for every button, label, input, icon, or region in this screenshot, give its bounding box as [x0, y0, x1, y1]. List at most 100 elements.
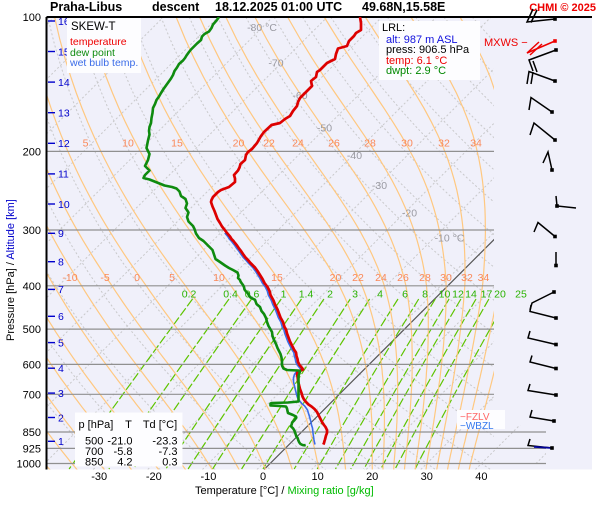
svg-text:100: 100 — [23, 12, 41, 24]
svg-text:−WBZL: −WBZL — [460, 421, 494, 432]
svg-text:6: 6 — [402, 289, 408, 301]
svg-text:Pressure [hPa] / Altitude [k: Pressure [hPa] / Altitude [km] — [5, 199, 17, 341]
svg-text:CHMI © 2025: CHMI © 2025 — [529, 2, 596, 14]
svg-text:-5: -5 — [100, 272, 109, 284]
svg-text:-70: -70 — [268, 58, 283, 70]
svg-text:6: 6 — [58, 311, 64, 323]
svg-text:3: 3 — [352, 289, 358, 301]
svg-text:34: 34 — [478, 272, 490, 284]
svg-text:2: 2 — [327, 289, 333, 301]
svg-text:11: 11 — [58, 169, 69, 181]
svg-text:4.2: 4.2 — [117, 457, 132, 469]
svg-text:49.68N,15.58E: 49.68N,15.58E — [362, 0, 445, 14]
svg-text:7: 7 — [58, 284, 64, 296]
svg-text:200: 200 — [23, 146, 41, 158]
svg-text:9: 9 — [58, 228, 64, 240]
svg-text:17: 17 — [481, 289, 493, 301]
svg-text:14: 14 — [58, 77, 70, 89]
svg-text:-10: -10 — [200, 471, 216, 483]
svg-text:Td [°C]: Td [°C] — [143, 419, 177, 431]
svg-text:4: 4 — [377, 289, 383, 301]
svg-text:−FZLV: −FZLV — [460, 412, 490, 423]
svg-text:32: 32 — [461, 272, 473, 284]
svg-text:28: 28 — [364, 138, 376, 150]
svg-text:22: 22 — [352, 272, 364, 284]
svg-text:20: 20 — [494, 289, 506, 301]
svg-text:14: 14 — [465, 289, 477, 301]
svg-text:10: 10 — [122, 138, 134, 150]
svg-text:28: 28 — [419, 272, 431, 284]
svg-text:24: 24 — [375, 272, 387, 284]
svg-text:Praha-Libus: Praha-Libus — [50, 0, 122, 14]
svg-text:5: 5 — [58, 337, 64, 349]
svg-text:-40: -40 — [347, 150, 362, 162]
svg-text:alt: 987 m ASL: alt: 987 m ASL — [386, 34, 458, 46]
svg-text:30: 30 — [421, 471, 433, 483]
svg-text:descent: descent — [152, 0, 200, 14]
svg-text:5: 5 — [83, 138, 89, 150]
svg-text:30: 30 — [440, 272, 452, 284]
svg-text:1: 1 — [281, 289, 287, 301]
svg-text:press: 906.5 hPa: press: 906.5 hPa — [386, 44, 470, 56]
svg-text:10: 10 — [58, 199, 70, 211]
svg-text:16: 16 — [58, 16, 70, 28]
svg-text:26: 26 — [397, 272, 409, 284]
svg-text:12: 12 — [452, 289, 464, 301]
svg-text:10: 10 — [213, 272, 225, 284]
svg-text:1.4: 1.4 — [299, 289, 314, 301]
svg-text:0.4: 0.4 — [223, 289, 238, 301]
svg-text:-5.8: -5.8 — [114, 446, 133, 458]
svg-text:5: 5 — [169, 272, 175, 284]
svg-text:32: 32 — [438, 138, 450, 150]
svg-text:-50: -50 — [317, 123, 332, 135]
svg-text:22: 22 — [263, 138, 275, 150]
svg-text:LRL:: LRL: — [382, 22, 405, 34]
svg-text:-23.3: -23.3 — [152, 436, 177, 448]
svg-text:3: 3 — [58, 388, 64, 400]
svg-text:20: 20 — [330, 272, 342, 284]
svg-text:26: 26 — [328, 138, 340, 150]
svg-text:T: T — [125, 419, 132, 431]
svg-text:-20: -20 — [146, 471, 162, 483]
svg-text:34: 34 — [470, 138, 482, 150]
svg-text:wet bulb temp.: wet bulb temp. — [69, 57, 138, 69]
svg-text:20: 20 — [233, 138, 245, 150]
svg-text:temperature: temperature — [70, 36, 127, 48]
svg-text:temp: 6.1 °C: temp: 6.1 °C — [386, 55, 447, 67]
svg-text:-30: -30 — [372, 180, 387, 192]
svg-text:40: 40 — [475, 471, 487, 483]
svg-text:1: 1 — [58, 436, 64, 448]
svg-text:600: 600 — [23, 359, 41, 371]
svg-text:2: 2 — [58, 412, 64, 424]
svg-text:-80 °C: -80 °C — [247, 22, 277, 34]
svg-text:SKEW-T: SKEW-T — [71, 21, 116, 33]
svg-text:30: 30 — [401, 138, 413, 150]
svg-text:700: 700 — [85, 446, 103, 458]
svg-text:12: 12 — [58, 138, 70, 150]
svg-text:500: 500 — [23, 324, 41, 336]
svg-text:24: 24 — [292, 138, 304, 150]
svg-text:-10 °C: -10 °C — [435, 233, 465, 245]
svg-text:0.2: 0.2 — [182, 289, 197, 301]
svg-text:-7.3: -7.3 — [159, 446, 178, 458]
svg-text:0.3: 0.3 — [162, 457, 177, 469]
svg-text:0.6: 0.6 — [245, 289, 260, 301]
svg-text:-10: -10 — [62, 272, 77, 284]
svg-text:1000: 1000 — [17, 459, 41, 471]
svg-text:8: 8 — [422, 289, 428, 301]
svg-text:400: 400 — [23, 281, 41, 293]
svg-text:20: 20 — [366, 471, 378, 483]
svg-text:18.12.2025 01:00 UTC: 18.12.2025 01:00 UTC — [215, 0, 342, 14]
svg-text:-21.0: -21.0 — [107, 436, 132, 448]
svg-text:500: 500 — [85, 436, 103, 448]
svg-text:dew point: dew point — [70, 47, 115, 59]
svg-text:15: 15 — [271, 272, 283, 284]
svg-text:dwpt: 2.9 °C: dwpt: 2.9 °C — [386, 65, 446, 77]
svg-text:0: 0 — [134, 272, 140, 284]
svg-text:p [hPa]: p [hPa] — [79, 419, 114, 431]
svg-text:15: 15 — [58, 46, 70, 58]
svg-text:0: 0 — [260, 471, 266, 483]
svg-text:300: 300 — [23, 225, 41, 237]
svg-text:15: 15 — [171, 138, 183, 150]
svg-text:25: 25 — [515, 289, 527, 301]
